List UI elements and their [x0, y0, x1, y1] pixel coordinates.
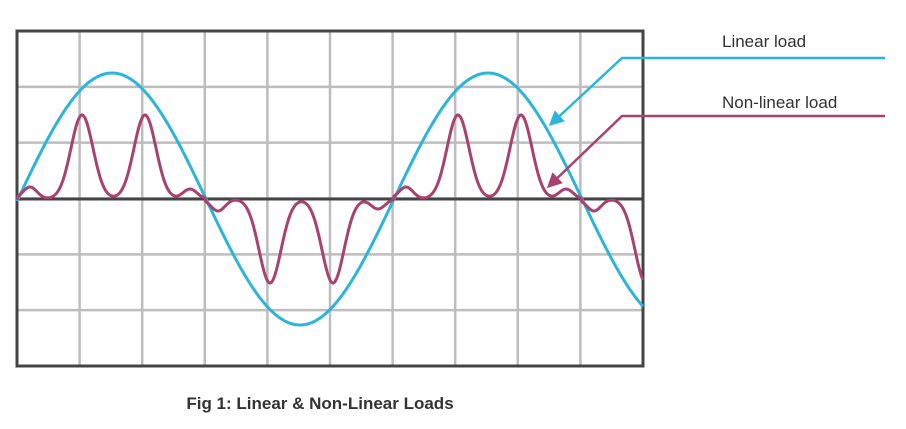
linear-waveform	[15, 71, 645, 327]
linear-label: Linear load	[722, 32, 806, 51]
linear-pointer	[548, 56, 885, 127]
nonlinear-label: Non-linear load	[722, 93, 837, 112]
nonlinear-pointer	[546, 114, 885, 189]
nonlinear-waveform	[15, 113, 645, 285]
caption: Fig 1: Linear & Non-Linear Loads	[186, 394, 453, 413]
